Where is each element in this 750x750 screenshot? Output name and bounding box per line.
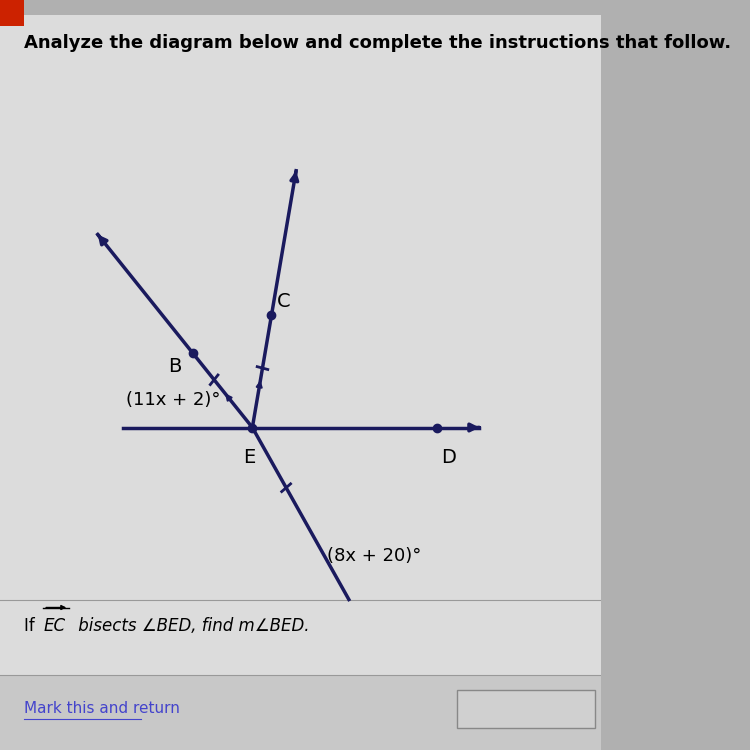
Text: C: C <box>277 292 290 311</box>
Text: (8x + 20)°: (8x + 20)° <box>327 547 422 565</box>
Text: If: If <box>24 617 40 635</box>
Text: bisects ∠BED, find m∠BED.: bisects ∠BED, find m∠BED. <box>74 617 310 635</box>
Text: (11x + 2)°: (11x + 2)° <box>125 391 220 409</box>
Text: B: B <box>169 357 182 376</box>
Text: Save and E: Save and E <box>483 701 568 716</box>
Text: D: D <box>441 448 455 466</box>
Text: Mark this and return: Mark this and return <box>24 701 180 716</box>
FancyBboxPatch shape <box>457 690 595 728</box>
Text: EC: EC <box>44 617 65 635</box>
Text: E: E <box>243 448 255 466</box>
FancyBboxPatch shape <box>0 15 601 690</box>
Text: Analyze the diagram below and complete the instructions that follow.: Analyze the diagram below and complete t… <box>24 34 731 52</box>
FancyBboxPatch shape <box>0 0 24 26</box>
FancyBboxPatch shape <box>0 675 601 750</box>
